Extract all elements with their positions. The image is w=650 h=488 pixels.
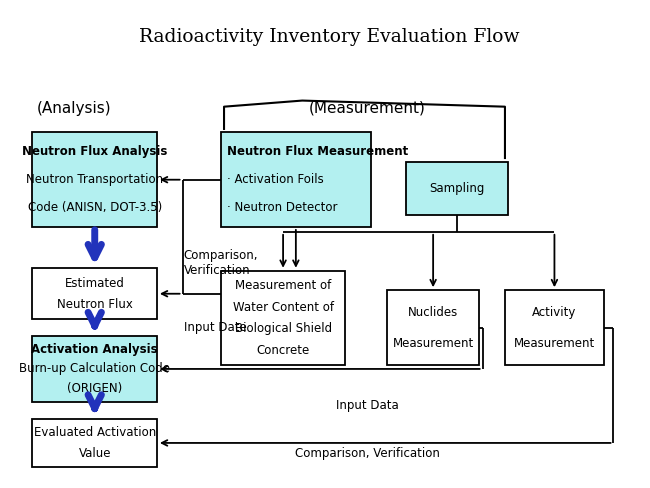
Text: Activation Analysis: Activation Analysis (31, 343, 158, 356)
Bar (387, 290, 480, 366)
Text: Neutron Flux: Neutron Flux (57, 298, 133, 311)
Bar (32, 268, 157, 319)
Text: Comparison,
Verification: Comparison, Verification (184, 249, 258, 277)
Bar (406, 162, 508, 215)
Text: Sampling: Sampling (430, 182, 485, 195)
Text: Neutron Flux Analysis: Neutron Flux Analysis (22, 145, 168, 159)
Text: Water Content of: Water Content of (233, 301, 333, 314)
Text: Value: Value (79, 447, 111, 460)
Bar (221, 271, 345, 366)
Text: Nuclides: Nuclides (408, 305, 458, 319)
Text: Input Date: Input Date (184, 321, 246, 334)
Text: Measurement: Measurement (514, 337, 595, 350)
Bar (32, 132, 157, 227)
Bar (505, 290, 604, 366)
Text: Evaluated Activation: Evaluated Activation (34, 427, 156, 439)
Bar (221, 132, 371, 227)
Text: Estimated: Estimated (65, 277, 125, 289)
Text: Burn-up Calculation Code: Burn-up Calculation Code (20, 363, 170, 375)
Text: Measurement of: Measurement of (235, 279, 332, 292)
Text: Biological Shield: Biological Shield (235, 322, 332, 335)
Text: Comparison, Verification: Comparison, Verification (295, 447, 440, 460)
Bar (32, 336, 157, 402)
Text: Activity: Activity (532, 305, 577, 319)
Text: · Activation Foils: · Activation Foils (227, 173, 324, 186)
Text: Concrete: Concrete (257, 344, 309, 357)
Bar (32, 419, 157, 467)
Text: (ORIGEN): (ORIGEN) (67, 382, 122, 395)
Text: Radioactivity Inventory Evaluation Flow: Radioactivity Inventory Evaluation Flow (139, 28, 519, 46)
Text: · Neutron Detector: · Neutron Detector (227, 201, 338, 214)
Text: Code (ANISN, DOT-3.5): Code (ANISN, DOT-3.5) (27, 201, 162, 214)
Text: Neutron Flux Measurement: Neutron Flux Measurement (227, 145, 408, 159)
Text: Neutron Transportation: Neutron Transportation (26, 173, 163, 186)
Text: Measurement: Measurement (393, 337, 474, 350)
Text: (Analysis): (Analysis) (36, 101, 111, 116)
Text: (Measurement): (Measurement) (309, 101, 426, 116)
Text: Input Data: Input Data (336, 399, 399, 411)
